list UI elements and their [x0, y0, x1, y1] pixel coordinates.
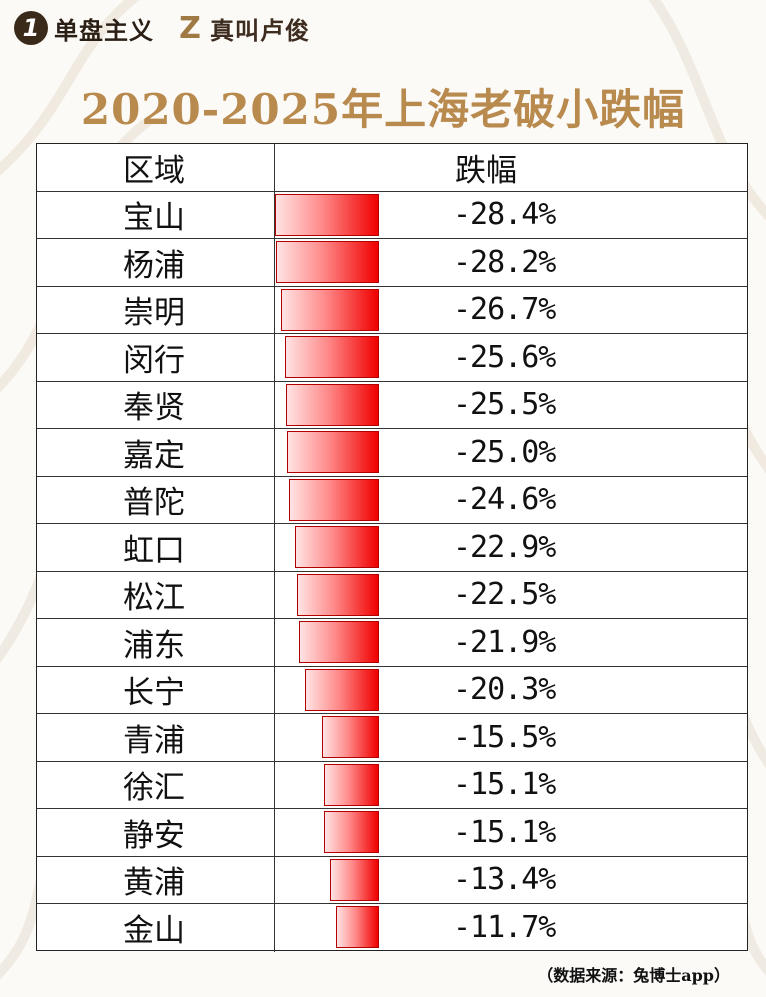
decline-bar [285, 383, 379, 426]
decline-value: -22.9% [453, 529, 556, 565]
table-row: 嘉定 -25.0% [37, 429, 747, 477]
decline-bar [329, 858, 379, 901]
brand-lujun-text: 真叫卢俊 [210, 16, 310, 45]
table-row: 宝山 -28.4% [37, 191, 747, 239]
district-label: 静安 [37, 809, 275, 856]
brand-danpan-text: 单盘主义 [54, 16, 154, 45]
district-label: 虹口 [37, 524, 275, 571]
decline-bar [295, 526, 379, 568]
decline-value: -11.7% [453, 910, 556, 946]
decline-cell: -25.6% [275, 334, 747, 381]
table-row: 松江 -22.5% [37, 571, 747, 619]
decline-value: -20.3% [453, 672, 556, 708]
decline-value: -28.2% [453, 244, 556, 280]
table-row: 静安 -15.1% [37, 809, 747, 857]
decline-cell: -25.0% [275, 429, 747, 476]
district-label: 嘉定 [37, 429, 275, 476]
district-label: 金山 [37, 904, 275, 952]
decline-cell: -20.3% [275, 667, 747, 714]
decline-cell: -15.5% [275, 714, 747, 761]
table-row: 普陀 -24.6% [37, 476, 747, 524]
decline-value: -13.4% [453, 862, 556, 898]
decline-cell: -21.9% [275, 619, 747, 666]
header-district: 区域 [37, 144, 275, 191]
decline-bar [285, 336, 379, 378]
decline-cell: -13.4% [275, 857, 747, 904]
brand-bar: 1 单盘主义 Z 真叫卢俊 [14, 10, 332, 46]
district-label: 崇明 [37, 286, 275, 333]
decline-bar [323, 763, 379, 806]
table-row: 闵行 -25.6% [37, 334, 747, 382]
decline-value: -15.1% [453, 767, 556, 803]
decline-cell: -22.9% [275, 524, 747, 571]
district-label: 杨浦 [37, 239, 275, 286]
table-row: 虹口 -22.9% [37, 524, 747, 572]
lujun-logo-icon: Z [179, 10, 201, 46]
decline-bar [323, 811, 379, 853]
decline-table: 区域 跌幅 宝山 -28.4% 杨浦 -28.2% 崇明 -26.7% 闵行 -25.6% 奉贤… [36, 143, 748, 952]
table-header-row: 区域 跌幅 [37, 144, 747, 192]
table-row: 杨浦 -28.2% [37, 239, 747, 287]
table-row: 崇明 -26.7% [37, 286, 747, 334]
decline-bar [275, 241, 379, 283]
decline-value: -15.1% [453, 814, 556, 850]
district-label: 青浦 [37, 714, 275, 761]
decline-cell: -28.4% [275, 192, 747, 239]
table-row: 浦东 -21.9% [37, 619, 747, 667]
table-row: 黄浦 -13.4% [37, 856, 747, 904]
district-label: 闵行 [37, 334, 275, 381]
decline-value: -24.6% [453, 482, 556, 518]
decline-cell: -26.7% [275, 287, 747, 334]
data-source-note: （数据来源：兔博士app） [537, 966, 730, 985]
decline-cell: -11.7% [275, 904, 747, 952]
decline-value: -26.7% [453, 292, 556, 328]
decline-value: -15.5% [453, 719, 556, 755]
danpan-logo-icon: 1 [14, 11, 48, 45]
decline-bar [281, 288, 379, 331]
district-label: 奉贤 [37, 381, 275, 428]
decline-bar [322, 716, 379, 758]
decline-bar [304, 668, 379, 711]
district-label: 普陀 [37, 476, 275, 523]
decline-bar [298, 621, 379, 663]
district-label: 宝山 [37, 191, 275, 238]
decline-bar [287, 431, 379, 473]
decline-value: -25.5% [453, 387, 556, 423]
decline-value: -22.5% [453, 577, 556, 613]
decline-cell: -22.5% [275, 572, 747, 619]
district-label: 长宁 [37, 666, 275, 713]
decline-bar [275, 193, 379, 236]
brand-danpan: 1 单盘主义 [14, 11, 154, 46]
decline-cell: -24.6% [275, 477, 747, 524]
decline-value: -28.4% [453, 197, 556, 233]
district-label: 浦东 [37, 619, 275, 666]
district-label: 徐汇 [37, 761, 275, 808]
decline-value: -25.6% [453, 339, 556, 375]
table-row: 奉贤 -25.5% [37, 381, 747, 429]
decline-bar [296, 573, 379, 616]
decline-bar [288, 478, 379, 521]
decline-cell: -28.2% [275, 239, 747, 286]
table-row: 徐汇 -15.1% [37, 761, 747, 809]
district-label: 黄浦 [37, 856, 275, 903]
table-row: 长宁 -20.3% [37, 666, 747, 714]
table-row: 金山 -11.7% [37, 904, 747, 952]
decline-cell: -15.1% [275, 809, 747, 856]
decline-bar [336, 906, 379, 948]
district-label: 松江 [37, 571, 275, 618]
header-decline: 跌幅 [455, 152, 517, 189]
decline-cell: -15.1% [275, 762, 747, 809]
table-row: 青浦 -15.5% [37, 714, 747, 762]
decline-value: -25.0% [453, 434, 556, 470]
header-decline-cell: 跌幅 [275, 144, 747, 191]
decline-value: -21.9% [453, 624, 556, 660]
brand-lujun: Z 真叫卢俊 [176, 11, 310, 46]
decline-cell: -25.5% [275, 382, 747, 429]
chart-title: 2020-2025年上海老破小跌幅 [80, 85, 686, 134]
